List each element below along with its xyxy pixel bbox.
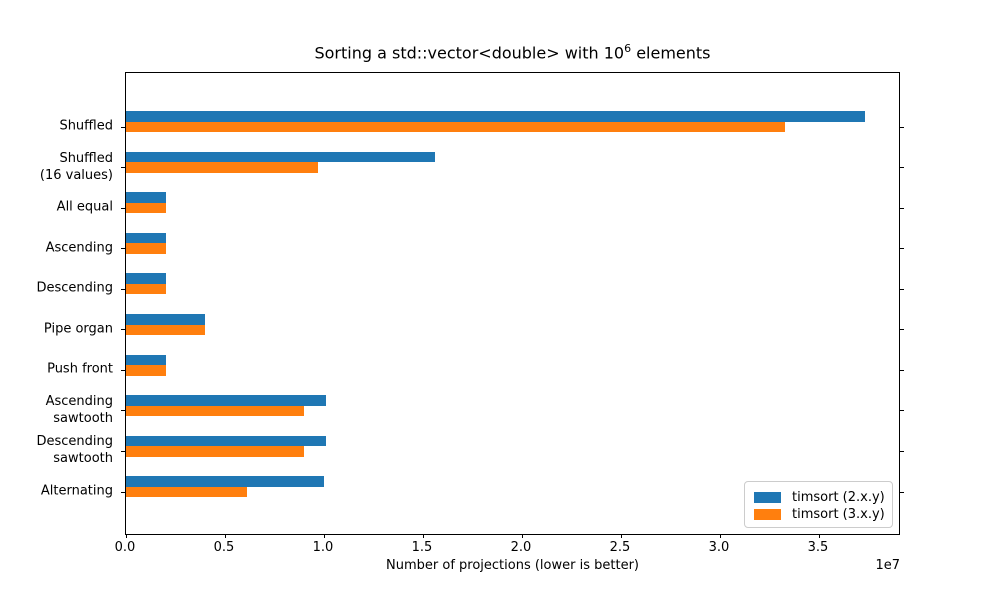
y-tick-left xyxy=(121,450,125,452)
x-tick-label: 1.5 xyxy=(411,540,433,555)
y-tick-label: Shuffled (16 values) xyxy=(39,150,113,183)
y-tick-label: Alternating xyxy=(40,483,113,499)
y-tick-label: Pipe organ xyxy=(43,321,113,337)
legend-swatch xyxy=(754,508,781,520)
x-tick-label: 0.5 xyxy=(213,540,235,555)
y-tick-right xyxy=(900,288,904,290)
bar-series2 xyxy=(126,121,786,133)
x-tick xyxy=(422,534,424,538)
chart-title: Sorting a std::vector<double> with 106 e… xyxy=(125,42,900,62)
legend-item: timsort (2.x.y) xyxy=(754,489,892,505)
bar-series2 xyxy=(126,202,166,214)
chart-title-exponent: 6 xyxy=(624,42,632,55)
y-tick-right xyxy=(900,410,904,412)
legend-label: timsort (3.x.y) xyxy=(792,506,885,522)
chart-title-suffix: elements xyxy=(631,43,711,63)
legend-label: timsort (2.x.y) xyxy=(792,489,885,505)
bar-series1 xyxy=(126,314,206,325)
y-tick-left xyxy=(121,410,125,412)
bar-series2 xyxy=(126,486,247,498)
y-tick-right xyxy=(900,167,904,169)
y-tick-label: Shuffled xyxy=(59,118,113,134)
legend-swatch xyxy=(754,491,781,503)
bar-series1 xyxy=(126,435,326,447)
bar-series2 xyxy=(126,365,166,376)
plot-area xyxy=(121,72,904,538)
bar-series1 xyxy=(126,354,166,366)
y-tick-left xyxy=(121,207,125,209)
x-tick-label: 0.0 xyxy=(114,540,136,555)
bar-series1 xyxy=(126,111,865,122)
legend-item: timsort (3.x.y) xyxy=(754,506,892,522)
x-tick-label: 2.0 xyxy=(510,540,532,555)
y-tick-right xyxy=(900,491,904,493)
bar-series1 xyxy=(126,395,326,406)
bar-series2 xyxy=(126,283,166,295)
chart-title-text: Sorting a std::vector<double> with 10 xyxy=(314,43,625,63)
bar-series2 xyxy=(126,405,305,417)
y-tick-label: All equal xyxy=(56,199,113,215)
y-tick-right xyxy=(900,248,904,250)
x-tick xyxy=(323,534,325,538)
x-tick xyxy=(818,534,820,538)
x-tick-label: 2.5 xyxy=(609,540,631,555)
bar-series2 xyxy=(126,162,319,173)
x-axis-label: Number of projections (lower is better) xyxy=(386,558,639,573)
y-tick-left xyxy=(121,491,125,493)
y-tick-left xyxy=(121,369,125,371)
y-tick-left xyxy=(121,126,125,128)
bar-series1 xyxy=(126,232,166,244)
y-tick-label: Descending sawtooth xyxy=(36,434,113,467)
y-tick-label: Ascending sawtooth xyxy=(45,393,113,426)
x-tick xyxy=(521,534,523,538)
bar-series1 xyxy=(126,151,435,163)
bar-series2 xyxy=(126,446,305,457)
x-tick-label: 3.5 xyxy=(807,540,829,555)
x-tick xyxy=(620,534,622,538)
x-tick xyxy=(125,534,127,538)
bar-series2 xyxy=(126,324,206,336)
bar-series2 xyxy=(126,243,166,254)
y-tick-right xyxy=(900,329,904,331)
y-tick-left xyxy=(121,248,125,250)
x-tick-label: 1.0 xyxy=(312,540,334,555)
bar-series1 xyxy=(126,273,166,284)
y-tick-right xyxy=(900,126,904,128)
x-tick xyxy=(224,534,226,538)
y-tick-right xyxy=(900,450,904,452)
y-tick-left xyxy=(121,329,125,331)
x-tick xyxy=(719,534,721,538)
legend: timsort (2.x.y) timsort (3.x.y) xyxy=(744,481,893,528)
y-tick-right xyxy=(900,369,904,371)
x-axis-offset-label: 1e7 xyxy=(875,558,900,573)
y-tick-right xyxy=(900,207,904,209)
y-tick-left xyxy=(121,288,125,290)
x-tick-label: 3.0 xyxy=(708,540,730,555)
y-tick-left xyxy=(121,167,125,169)
bar-series1 xyxy=(126,192,166,203)
y-tick-label: Ascending xyxy=(45,240,113,256)
bar-series1 xyxy=(126,476,324,487)
y-tick-label: Push front xyxy=(47,361,113,377)
y-tick-label: Descending xyxy=(36,280,113,296)
